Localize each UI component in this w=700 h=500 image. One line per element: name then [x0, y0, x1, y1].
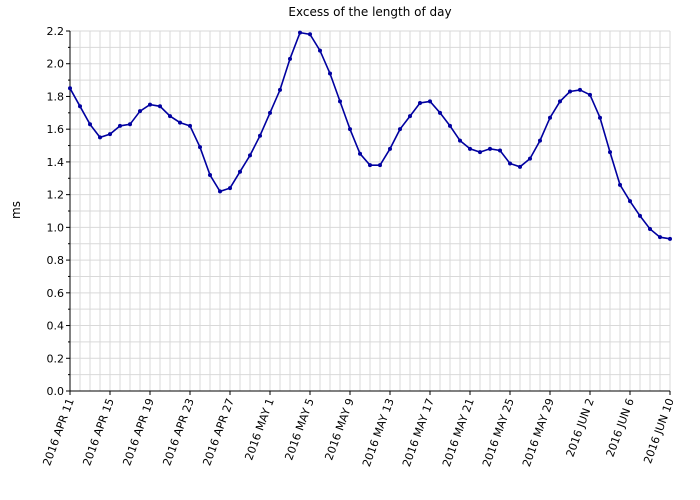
y-tick-label: 1.4	[47, 156, 65, 169]
data-point	[268, 110, 272, 115]
x-tick-label: 2016 JUN 2	[564, 397, 597, 459]
y-tick-label: 1.6	[47, 123, 65, 136]
gridlines	[69, 30, 671, 392]
x-tick-label: 2016 JUN 10	[641, 397, 677, 466]
data-point	[488, 146, 492, 151]
data-point	[508, 161, 512, 166]
data-point	[398, 127, 402, 132]
data-point	[348, 127, 352, 132]
data-point	[78, 104, 82, 109]
y-tick-label: 0.0	[47, 385, 65, 398]
data-point	[278, 87, 282, 92]
data-point	[128, 122, 132, 127]
data-point	[108, 132, 112, 137]
data-point	[448, 123, 452, 128]
data-point	[98, 135, 102, 140]
data-point	[528, 156, 532, 161]
x-tick-label: 2016 MAY 17	[400, 397, 437, 469]
x-tick-label: 2016 MAY 29	[520, 397, 557, 469]
axes	[66, 30, 671, 395]
x-tick-label: 2016 APR 15	[80, 397, 116, 468]
data-point	[298, 30, 302, 35]
y-tick-label: 0.4	[47, 320, 65, 333]
x-tick-label: 2016 MAY 1	[242, 397, 276, 462]
y-axis-label: ms	[9, 201, 23, 219]
series-group	[68, 30, 672, 241]
x-tick-label: 2016 APR 11	[40, 397, 76, 468]
y-tick-labels: 0.0 0.2 0.4 0.6 0.8 1.0 1.2 1.4 1.6 1.8 2.0 2.2	[47, 25, 65, 398]
data-point	[408, 114, 412, 119]
data-point	[628, 199, 632, 204]
data-point	[558, 99, 562, 104]
data-point	[228, 186, 232, 191]
x-tick-label: 2016 MAY 5	[282, 397, 316, 462]
data-point	[458, 138, 462, 143]
data-point	[598, 115, 602, 120]
data-point	[178, 120, 182, 125]
data-point	[148, 102, 152, 107]
x-tick-label: 2016 MAY 13	[360, 397, 397, 469]
y-tick-label: 0.8	[47, 254, 65, 267]
data-point	[568, 89, 572, 94]
data-point	[418, 101, 422, 105]
data-point	[548, 115, 552, 120]
x-tick-label: 2016 APR 23	[160, 397, 196, 468]
y-tick-label: 1.8	[47, 90, 65, 103]
data-point	[578, 87, 582, 92]
data-point	[328, 71, 332, 76]
data-point	[258, 133, 262, 138]
data-point	[478, 150, 482, 155]
y-tick-label: 1.2	[47, 189, 65, 202]
data-point	[668, 236, 672, 241]
data-point	[138, 109, 142, 114]
data-point	[288, 56, 292, 61]
data-point	[468, 146, 472, 151]
x-tick-label: 2016 MAY 25	[480, 397, 517, 469]
data-point	[208, 173, 212, 177]
data-point	[338, 99, 342, 104]
data-point	[658, 235, 662, 240]
data-point	[428, 99, 432, 104]
x-tick-label: 2016 MAY 9	[322, 397, 356, 462]
data-point	[538, 138, 542, 143]
data-point	[308, 32, 312, 37]
data-point	[88, 122, 92, 127]
data-point	[518, 164, 522, 169]
data-point	[358, 151, 362, 156]
x-tick-labels: 2016 APR 11 2016 APR 15 2016 APR 19 2016 AP…	[40, 397, 676, 469]
x-tick-label: 2016 APR 19	[120, 397, 156, 468]
data-point	[218, 189, 222, 194]
data-point	[188, 123, 192, 128]
data-point	[648, 227, 652, 231]
data-point	[248, 153, 252, 158]
data-point	[198, 145, 202, 150]
data-point	[588, 92, 592, 97]
y-tick-label: 1.0	[47, 221, 65, 234]
y-tick-label: 2.0	[47, 58, 65, 71]
y-tick-label: 2.2	[47, 25, 65, 38]
x-tick-label: 2016 JUN 6	[604, 397, 637, 459]
data-point	[368, 163, 372, 168]
y-tick-label: 0.6	[47, 287, 65, 300]
chart-title: Excess of the length of day	[288, 5, 451, 19]
data-point	[378, 163, 382, 168]
y-tick-label: 0.2	[47, 352, 65, 365]
data-point	[318, 48, 322, 53]
x-tick-label: 2016 MAY 21	[440, 397, 477, 469]
data-point	[68, 86, 72, 91]
data-point	[158, 104, 162, 109]
data-point	[438, 110, 442, 115]
data-point	[618, 182, 622, 187]
data-point	[238, 169, 242, 174]
data-point	[388, 146, 392, 151]
data-point	[638, 213, 642, 218]
data-point	[118, 123, 122, 128]
data-point	[168, 114, 172, 119]
data-point	[498, 148, 502, 153]
x-tick-label: 2016 APR 27	[200, 397, 236, 468]
data-point	[608, 150, 612, 155]
